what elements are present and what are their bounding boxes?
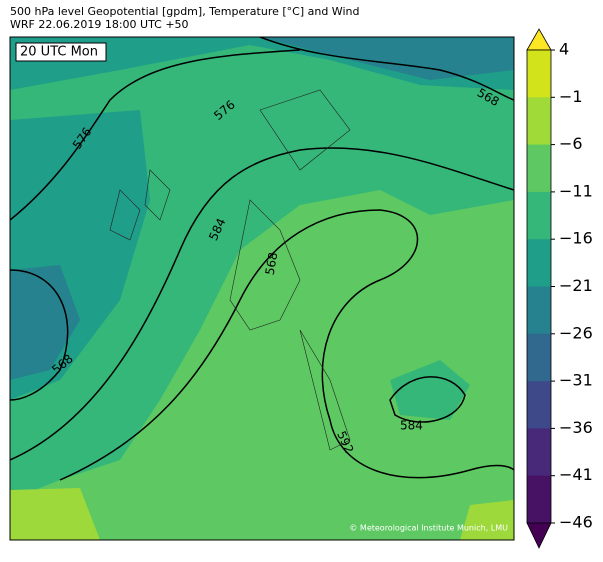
colorbar-band [527, 428, 551, 477]
temp-field [260, 37, 514, 80]
colorbar-band [527, 475, 551, 524]
colorbar-tick-label: 4 [559, 40, 569, 59]
temp-field [390, 360, 470, 420]
colorbar-tick-label: −41 [559, 465, 593, 484]
map: 568 576 576 584 568 592 584 568 20 UTC M… [9, 36, 515, 541]
contour-line [10, 269, 69, 401]
temp-field [460, 500, 514, 540]
colorbar-tick-label: −46 [559, 513, 593, 532]
contour-line [10, 49, 301, 221]
contour-label: 568 [263, 251, 281, 276]
colorbar-over [526, 28, 552, 51]
colorbar-band [527, 50, 551, 98]
colorbar-band [527, 239, 551, 287]
colorbar-tick-label: −26 [559, 323, 593, 342]
colorbar-under [526, 522, 552, 549]
colorbar-tick-label: −31 [559, 371, 593, 390]
colorbar-band [527, 381, 551, 429]
colorbar-tick-label: −11 [559, 181, 593, 200]
colorbar: 4 −1 −6 −11 −16 −21 −26 −31 −36 −41 −46 [526, 28, 593, 549]
colorbar-tick-label: −16 [559, 229, 593, 248]
colorbar-band [527, 144, 551, 193]
colorbar-band [527, 97, 551, 146]
contour-line [10, 147, 514, 461]
coastlines [109, 89, 351, 451]
colorbar-band [527, 333, 551, 382]
title: 500 hPa level Geopotential [gpdm], Tempe… [10, 5, 359, 18]
temp-field [10, 488, 100, 540]
credit: © Meteorological Institute Munich, LMU [349, 524, 508, 533]
colorbar-band [527, 286, 551, 335]
colorbar-tick-label: −21 [559, 276, 593, 295]
colorbar-band [527, 191, 551, 240]
time-label: 20 UTC Mon [20, 45, 98, 60]
contour-label: 584 [400, 419, 423, 433]
colorbar-tick-label: −1 [559, 87, 583, 106]
colorbar-tick-label: −36 [559, 418, 593, 437]
contour-line [59, 209, 514, 481]
subtitle: WRF 22.06.2019 18:00 UTC +50 [10, 18, 189, 31]
temp-field [10, 265, 80, 380]
colorbar-tick-label: −6 [559, 134, 583, 153]
time-box [15, 42, 107, 62]
contour-line [389, 376, 466, 423]
contour-line [259, 37, 514, 101]
